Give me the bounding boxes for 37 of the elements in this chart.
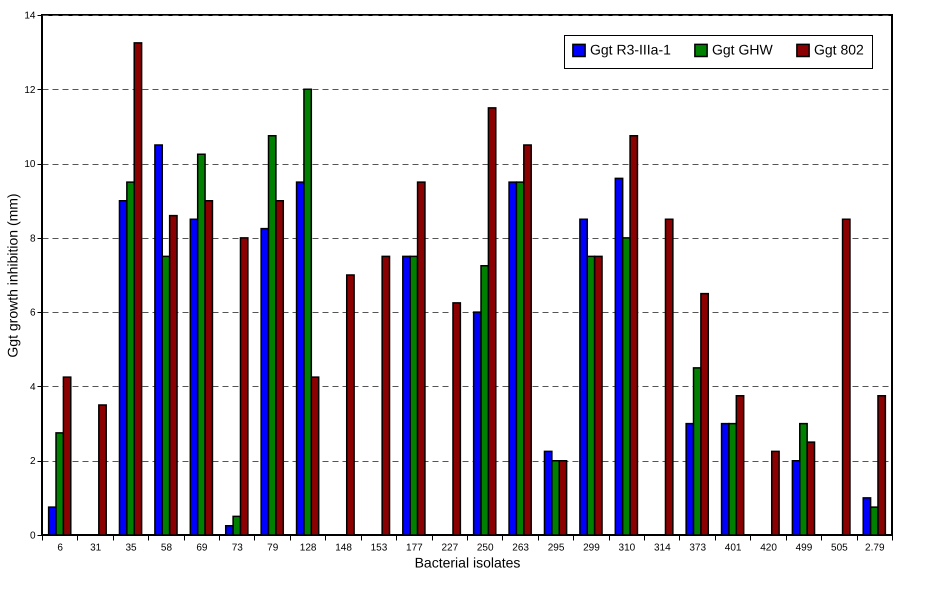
y-tick-label: 0: [30, 530, 36, 542]
x-tick-label: 314: [654, 542, 672, 554]
x-tick-label: 177: [406, 542, 424, 554]
x-tick-label: 73: [232, 542, 244, 554]
legend-label: Ggt R3-IIIa-1: [590, 41, 672, 58]
x-tick-label: 295: [548, 542, 565, 554]
x-tick-label: 373: [689, 542, 706, 554]
x-tick-label: 58: [160, 542, 172, 554]
y-tick-label: 4: [30, 382, 36, 393]
x-tick-label: 420: [760, 542, 778, 554]
y-tick-label: 10: [24, 159, 36, 170]
x-tick-label: 153: [370, 542, 388, 554]
x-tick-label: 69: [196, 542, 208, 554]
y-tick-label: 2: [30, 456, 36, 468]
x-tick-label: 6: [57, 542, 64, 554]
x-tick-label: 505: [831, 542, 848, 554]
x-tick-label: 263: [512, 542, 530, 554]
x-tick-label: 31: [90, 542, 102, 554]
x-tick-label: 310: [618, 542, 636, 554]
y-tick-label: 8: [30, 233, 36, 244]
x-tick-label: 148: [335, 542, 352, 554]
x-tick-label: 227: [441, 542, 459, 554]
x-tick-label: 35: [125, 542, 138, 554]
y-axis-title: Ggt growth inhibition (mm): [4, 193, 20, 358]
x-tick-label: 79: [267, 542, 279, 554]
legend-label: Ggt 802: [814, 41, 864, 58]
y-tick-label: 6: [30, 308, 36, 319]
x-axis-title: Bacterial isolates: [414, 554, 520, 570]
x-tick-label: 299: [583, 542, 600, 554]
y-tick-label: 14: [24, 10, 36, 22]
x-tick-label: 2.79: [865, 542, 885, 554]
legend-label: Ggt GHW: [712, 41, 774, 58]
x-tick-label: 128: [300, 542, 317, 554]
x-tick-label: 401: [724, 542, 742, 554]
y-tick-label: 12: [24, 84, 36, 96]
x-tick-label: 250: [476, 542, 494, 554]
x-tick-label: 499: [796, 542, 813, 554]
